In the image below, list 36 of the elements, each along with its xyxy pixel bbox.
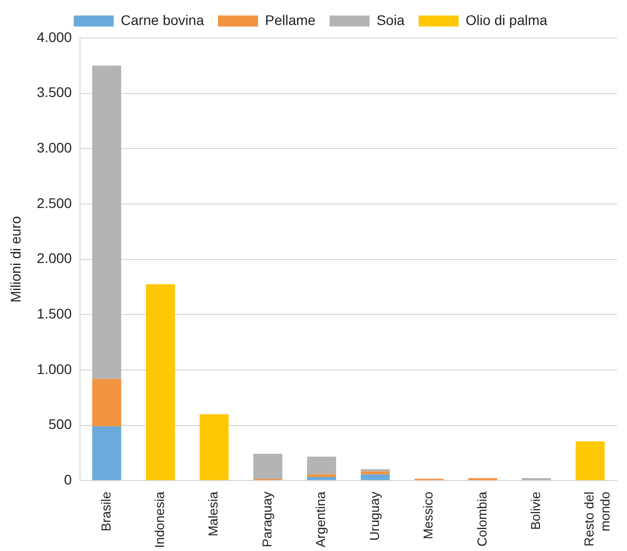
legend-label: Olio di palma [466, 12, 548, 28]
x-tick-label: Argentina [313, 490, 328, 548]
y-tick-label: 0 [64, 471, 72, 488]
y-tick-label: 500 [48, 416, 72, 432]
bar [307, 474, 336, 477]
x-tick-label: Malesia [206, 490, 221, 536]
y-tick-label: 1.000 [36, 360, 72, 377]
x-tick-label: Resto del mondo [582, 492, 612, 547]
y-tick-label: 4.000 [36, 28, 72, 45]
bar [92, 378, 122, 426]
y-tick-label: 2.500 [36, 194, 72, 211]
bar [92, 66, 122, 379]
bar [360, 471, 390, 474]
bar [200, 414, 229, 480]
y-axis-title: Milioni di euro [7, 216, 24, 302]
bar [253, 454, 282, 479]
x-tick-label: Paraguay [259, 491, 274, 548]
bar [146, 284, 175, 480]
legend-label: Pellame [264, 12, 316, 28]
legend-label: Carne bovina [120, 12, 204, 28]
y-tick-label: 2.000 [36, 250, 72, 266]
y-tick-label: 3.000 [36, 140, 72, 156]
bar [360, 474, 390, 480]
legend-label: Soia [376, 12, 405, 28]
y-tick-label: 1.500 [36, 305, 72, 322]
x-tick-label: Brasile [98, 492, 114, 532]
x-tick-label: Colombia [474, 490, 490, 547]
bar [92, 426, 122, 480]
x-tick-label: Messico [420, 492, 436, 540]
bar [307, 476, 336, 480]
bar [576, 441, 605, 480]
x-tick-label: Bolivie [528, 492, 544, 530]
x-tick-label: Indonesia [152, 490, 167, 548]
x-tick-label: Uruguay [366, 491, 382, 541]
y-tick-label: 3.500 [36, 84, 72, 100]
bar [307, 456, 336, 474]
